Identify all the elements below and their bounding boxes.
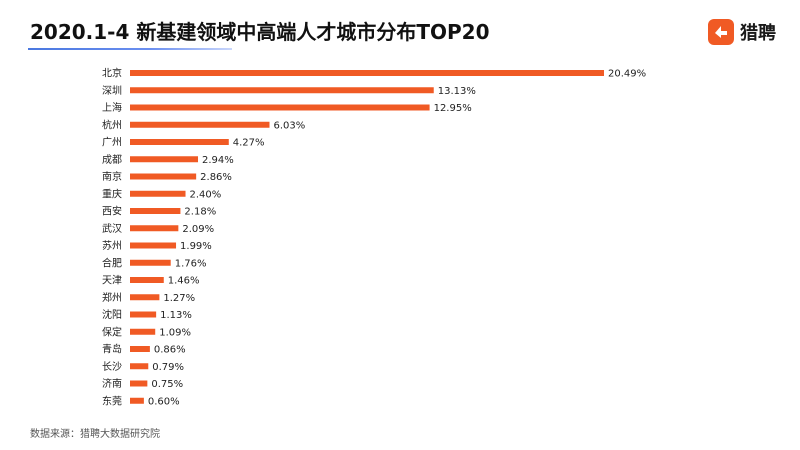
bar bbox=[130, 311, 157, 318]
value-label: 1.09% bbox=[159, 327, 191, 338]
value-label: 12.95% bbox=[434, 103, 472, 114]
category-label: 长沙 bbox=[102, 361, 122, 373]
bar bbox=[130, 225, 179, 232]
value-label: 2.40% bbox=[190, 189, 222, 200]
bar bbox=[130, 87, 434, 94]
category-label: 重庆 bbox=[102, 187, 122, 200]
value-label: 2.09% bbox=[182, 224, 214, 235]
bar bbox=[130, 242, 177, 249]
bar bbox=[130, 70, 604, 76]
bar bbox=[130, 259, 171, 266]
category-label: 济南 bbox=[102, 377, 122, 390]
value-label: 1.99% bbox=[180, 241, 212, 252]
value-label: 0.79% bbox=[152, 362, 184, 373]
value-label: 2.86% bbox=[200, 172, 232, 183]
value-label: 1.13% bbox=[160, 310, 192, 321]
value-label: 1.27% bbox=[163, 293, 195, 304]
category-label: 苏州 bbox=[102, 239, 122, 252]
value-label: 0.60% bbox=[148, 396, 180, 407]
bar bbox=[130, 346, 150, 352]
bar bbox=[130, 397, 144, 404]
bar bbox=[130, 156, 199, 163]
bar bbox=[130, 190, 186, 197]
liepin-logo-icon bbox=[708, 19, 734, 45]
chart-title: 2020.1-4 新基建领域中高端人才城市分布TOP20 bbox=[30, 20, 490, 44]
bar bbox=[130, 121, 270, 128]
category-label: 天津 bbox=[102, 275, 122, 287]
category-label: 上海 bbox=[102, 101, 122, 114]
bar bbox=[130, 173, 197, 180]
bar bbox=[130, 104, 430, 111]
value-label: 1.46% bbox=[168, 276, 200, 287]
title-underline bbox=[28, 48, 232, 50]
data-source: 数据来源：猎聘大数据研究院 bbox=[30, 429, 160, 440]
category-label: 沈阳 bbox=[102, 308, 122, 321]
category-label: 东莞 bbox=[102, 394, 122, 407]
brand: 猎聘 bbox=[708, 19, 776, 45]
value-label: 2.94% bbox=[202, 155, 234, 166]
category-label: 保定 bbox=[102, 325, 122, 338]
value-label: 1.76% bbox=[175, 258, 207, 269]
category-label: 武汉 bbox=[102, 222, 122, 235]
value-label: 6.03% bbox=[273, 120, 305, 131]
value-label: 0.75% bbox=[151, 379, 183, 390]
category-label: 广州 bbox=[102, 137, 122, 149]
category-label: 杭州 bbox=[102, 118, 122, 131]
category-label: 北京 bbox=[102, 67, 122, 80]
value-label: 4.27% bbox=[233, 138, 265, 149]
category-label: 南京 bbox=[102, 170, 122, 183]
bar bbox=[130, 380, 148, 387]
category-label: 西安 bbox=[102, 205, 122, 218]
bar bbox=[130, 277, 164, 283]
brand-name: 猎聘 bbox=[740, 23, 776, 44]
bar bbox=[130, 363, 149, 370]
bar bbox=[130, 208, 181, 214]
category-label: 青岛 bbox=[102, 343, 122, 356]
bar bbox=[130, 328, 156, 335]
category-label: 成都 bbox=[102, 154, 122, 166]
bar bbox=[130, 294, 160, 301]
value-label: 20.49% bbox=[608, 69, 646, 80]
value-label: 2.18% bbox=[184, 207, 216, 218]
bar-chart: 北京 20.49% 深圳 13.13% 上海 12.95% 杭州 6.03% 广州 4.27% 成都… bbox=[102, 67, 646, 408]
value-label: 0.86% bbox=[154, 345, 186, 356]
bar bbox=[130, 139, 229, 145]
category-label: 合肥 bbox=[102, 256, 122, 269]
category-label: 深圳 bbox=[102, 85, 122, 97]
value-label: 13.13% bbox=[438, 86, 476, 97]
category-label: 郑州 bbox=[102, 291, 122, 304]
